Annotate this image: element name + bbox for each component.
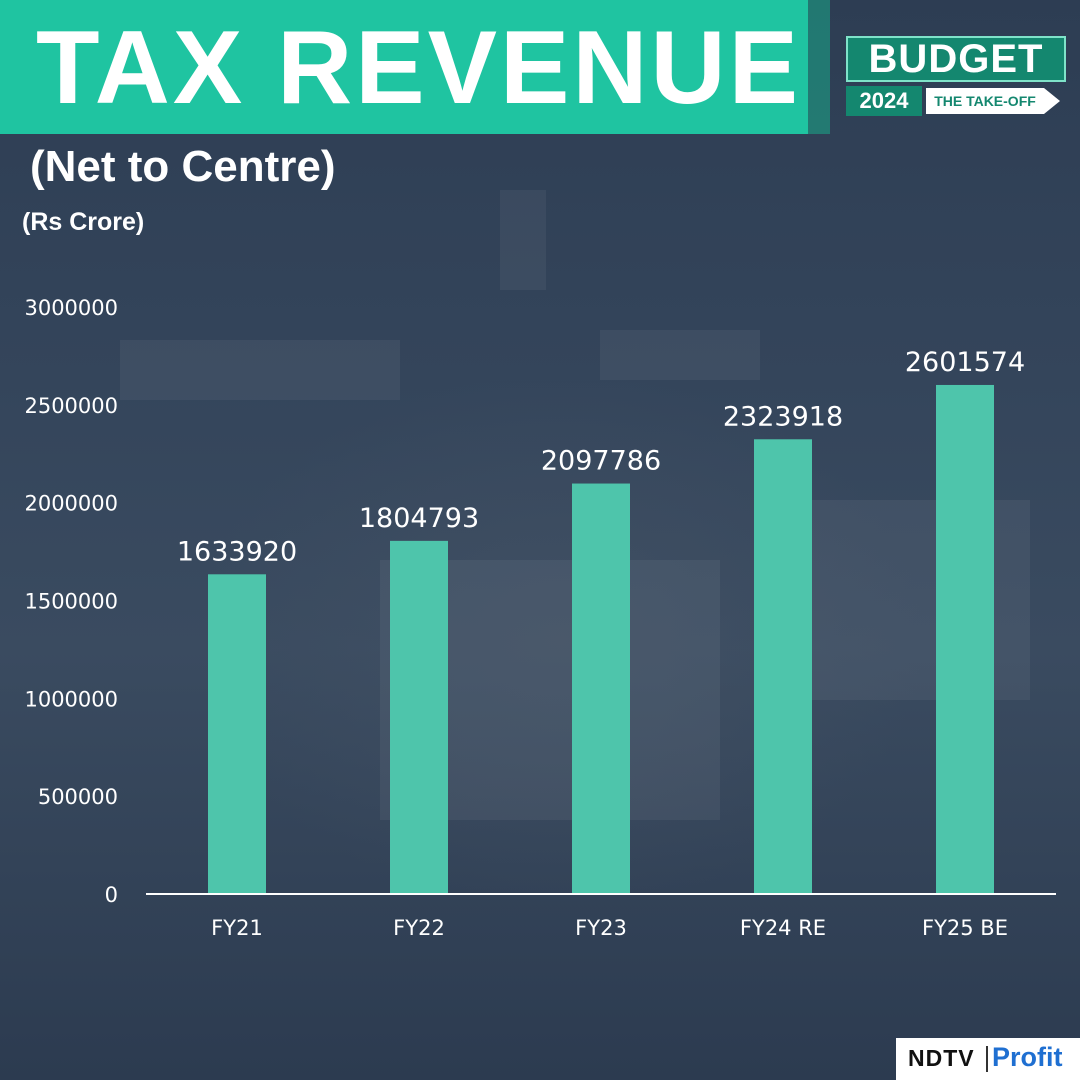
data-label: 2097786 <box>541 446 661 477</box>
page-title: TAX REVENUE <box>36 10 801 126</box>
logo-profit-text: Profit <box>992 1042 1063 1072</box>
y-tick-label: 1500000 <box>24 590 118 614</box>
data-label: 1804793 <box>359 503 479 534</box>
data-label: 2323918 <box>723 401 843 432</box>
title-banner-edge <box>808 0 830 134</box>
background-building <box>120 340 400 400</box>
y-tick-label: 0 <box>105 883 118 907</box>
bar <box>754 439 812 894</box>
logo-ndtv-text: NDTV <box>908 1045 975 1071</box>
x-tick-label: FY22 <box>393 916 445 940</box>
y-tick-label: 2500000 <box>24 394 118 418</box>
background-building <box>600 330 760 380</box>
bar <box>390 540 448 894</box>
logo-divider <box>986 1046 988 1072</box>
badge-tagline: THE TAKE-OFF <box>926 88 1044 114</box>
x-tick-label: FY25 BE <box>922 916 1008 940</box>
bar <box>208 574 266 894</box>
data-label: 2601574 <box>905 347 1025 378</box>
unit-label: (Rs Crore) <box>22 208 145 236</box>
y-tick-label: 1000000 <box>24 687 118 711</box>
badge-year: 2024 <box>846 86 922 116</box>
page-subtitle: (Net to Centre) <box>30 142 336 191</box>
data-label: 1633920 <box>177 536 297 567</box>
badge-main-text: BUDGET <box>846 36 1066 82</box>
y-tick-label: 3000000 <box>24 296 118 320</box>
badge-arrow-icon <box>1044 88 1060 114</box>
ndtv-profit-logo: NDTV Profit <box>896 1038 1080 1080</box>
x-tick-label: FY23 <box>575 916 627 940</box>
y-tick-label: 500000 <box>38 785 118 809</box>
x-tick-label: FY24 RE <box>740 916 826 940</box>
budget-badge: BUDGET 2024 THE TAKE-OFF <box>846 36 1066 116</box>
y-tick-label: 2000000 <box>24 492 118 516</box>
background-building <box>500 190 546 290</box>
title-banner <box>0 0 808 134</box>
bar <box>936 384 994 894</box>
x-tick-label: FY21 <box>211 916 263 940</box>
bar <box>572 483 630 894</box>
